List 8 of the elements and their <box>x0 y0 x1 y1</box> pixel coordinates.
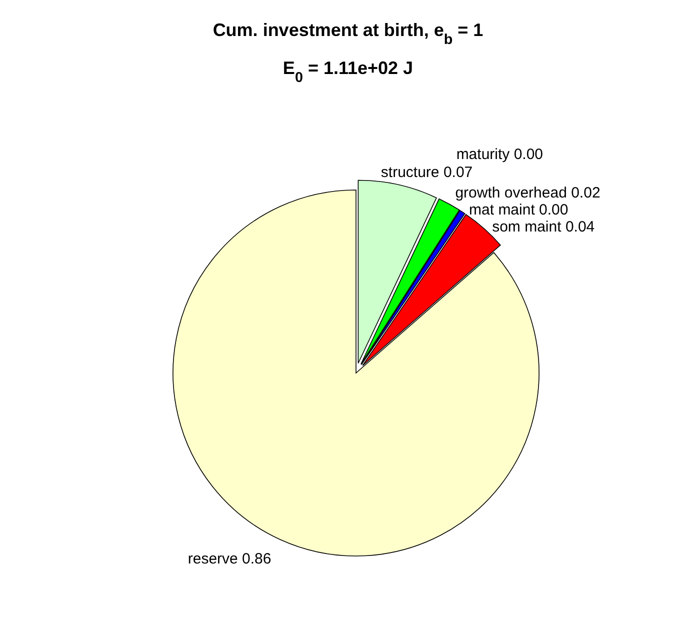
slice-label: mat maint 0.00 <box>469 202 568 219</box>
chart-title: Cum. investment at birth, e$_{b}$ = 1 <box>212 20 484 48</box>
slice-label: som maint 0.04 <box>492 218 595 236</box>
category-label: maturity 0.00 <box>456 146 544 163</box>
slice-label: structure 0.07 <box>380 164 473 181</box>
slice-label: growth overhead 0.02 <box>455 184 600 202</box>
chart-subtitle: E$_{0}$ = 1.11e+02 J <box>282 58 414 86</box>
slice-label: reserve 0.86 <box>188 550 272 568</box>
